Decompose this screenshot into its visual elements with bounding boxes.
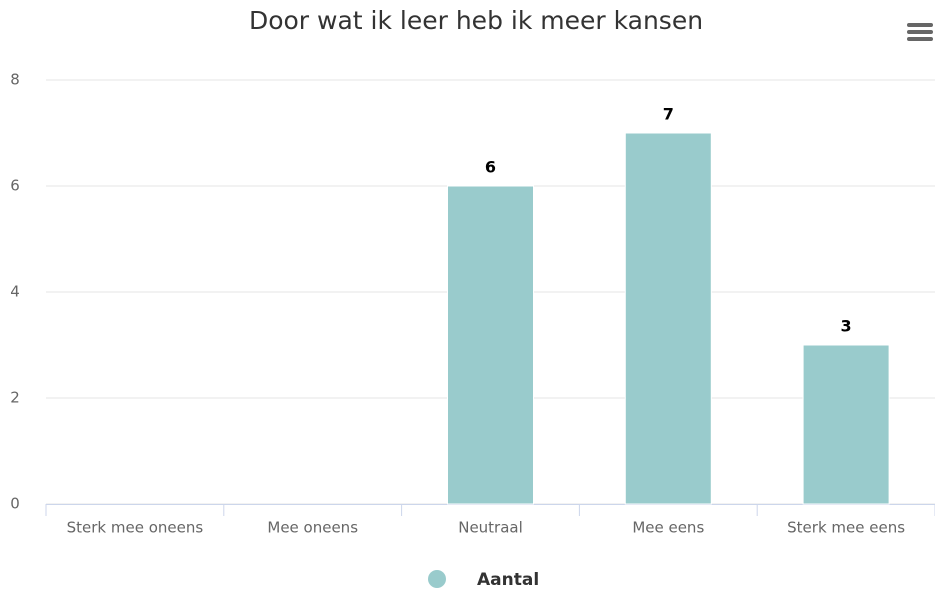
y-tick-label: 0: [10, 495, 20, 513]
data-label: 3: [841, 317, 852, 336]
bar: [624, 132, 712, 505]
chart-title: Door wat ik leer heb ik meer kansen: [249, 6, 703, 35]
menu-bar: [907, 37, 933, 41]
menu-bar: [907, 23, 933, 27]
menu-icon[interactable]: [907, 23, 933, 41]
bar: [447, 185, 534, 505]
data-label: 6: [485, 158, 496, 177]
x-tick-label: Sterk mee eens: [787, 519, 905, 537]
y-tick-label: 2: [10, 389, 20, 407]
legend-label: Aantal: [477, 570, 539, 590]
bar: [802, 344, 890, 505]
y-tick-label: 8: [10, 71, 20, 89]
y-tick-label: 4: [10, 283, 20, 301]
x-tick-label: Neutraal: [458, 519, 523, 537]
y-tick-label: 6: [10, 177, 20, 195]
x-tick-label: Sterk mee oneens: [67, 519, 204, 537]
x-tick-label: Mee oneens: [267, 519, 358, 537]
menu-bar: [907, 30, 933, 34]
data-label: 7: [663, 105, 674, 124]
x-tick-label: Mee eens: [632, 519, 704, 537]
legend-marker: [428, 570, 446, 588]
